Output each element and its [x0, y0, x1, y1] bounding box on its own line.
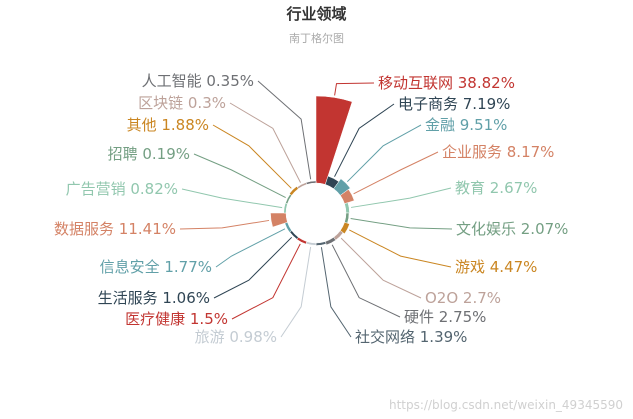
- slice-9[interactable]: [315, 241, 327, 246]
- leader-line-14: [179, 219, 270, 230]
- leader-line-4: [351, 187, 452, 208]
- leader-line-2: [346, 124, 422, 183]
- leader-line-3: [353, 151, 439, 195]
- leader-line-12: [213, 236, 293, 299]
- slice-label-7: O2O 2.7%: [425, 289, 501, 307]
- slice-label-17: 其他 1.88%: [127, 116, 209, 134]
- leader-lines-group: [179, 80, 453, 338]
- slice-label-15: 广告营销 0.82%: [66, 180, 178, 198]
- slice-16[interactable]: [285, 193, 293, 205]
- leader-line-7: [340, 237, 422, 299]
- leader-line-8: [331, 244, 401, 318]
- slice-label-9: 社交网络 1.39%: [355, 328, 467, 346]
- slice-18[interactable]: [296, 182, 308, 190]
- leader-line-0: [334, 82, 375, 96]
- slice-label-8: 硬件 2.75%: [404, 308, 486, 326]
- slice-label-16: 招聘 0.19%: [108, 145, 190, 163]
- slice-label-5: 文化娱乐 2.07%: [456, 220, 568, 238]
- leader-line-16: [193, 153, 286, 198]
- leader-line-15: [181, 188, 283, 209]
- leader-line-17: [212, 124, 292, 189]
- slice-10[interactable]: [305, 241, 317, 246]
- slice-label-0: 移动互联网 38.82%: [378, 74, 515, 92]
- leader-line-9: [320, 247, 352, 338]
- leader-line-1: [334, 103, 395, 177]
- slice-label-11: 医疗健康 1.5%: [125, 310, 228, 328]
- slice-label-4: 教育 2.67%: [455, 179, 537, 197]
- slice-label-12: 生活服务 1.06%: [98, 289, 210, 307]
- slice-11[interactable]: [296, 236, 308, 245]
- slice-4[interactable]: [344, 202, 350, 214]
- slice-label-1: 电子商务 7.19%: [398, 95, 510, 113]
- slice-0[interactable]: [315, 95, 353, 185]
- slice-15[interactable]: [283, 202, 288, 214]
- slice-label-2: 金融 9.51%: [425, 116, 507, 134]
- slice-2[interactable]: [333, 178, 351, 196]
- labels-group: 移动互联网 38.82% 电子商务 7.19% 金融 9.51% 企业服务 8.17%…: [54, 72, 568, 346]
- leader-line-18: [229, 102, 301, 183]
- slice-label-6: 游戏 4.47%: [455, 258, 537, 276]
- slice-19[interactable]: [305, 180, 317, 185]
- slice-8[interactable]: [324, 236, 337, 246]
- leader-line-19: [257, 80, 312, 180]
- slice-5[interactable]: [344, 212, 350, 224]
- watermark: https://blog.csdn.net/weixin_49345590: [389, 398, 623, 412]
- slice-3[interactable]: [339, 189, 355, 205]
- slices-group: [270, 95, 355, 246]
- leader-line-10: [280, 246, 312, 338]
- leader-line-11: [231, 243, 301, 320]
- slice-label-3: 企业服务 8.17%: [442, 143, 554, 161]
- leader-line-6: [349, 229, 452, 268]
- chart-subtitle: 南丁格尔图: [289, 31, 344, 45]
- leader-line-5: [350, 217, 453, 230]
- slice-17[interactable]: [289, 186, 299, 196]
- slice-label-14: 数据服务 11.41%: [54, 220, 176, 238]
- chart-title: 行业领域: [285, 5, 346, 23]
- leader-line-13: [215, 228, 286, 268]
- slice-label-13: 信息安全 1.77%: [100, 258, 212, 276]
- slice-14[interactable]: [270, 212, 288, 228]
- slice-label-10: 旅游 0.98%: [195, 328, 277, 346]
- slice-6[interactable]: [339, 221, 350, 235]
- slice-label-18: 区块链 0.3%: [138, 94, 226, 112]
- slice-13[interactable]: [284, 221, 293, 233]
- slice-label-19: 人工智能 0.35%: [142, 72, 254, 90]
